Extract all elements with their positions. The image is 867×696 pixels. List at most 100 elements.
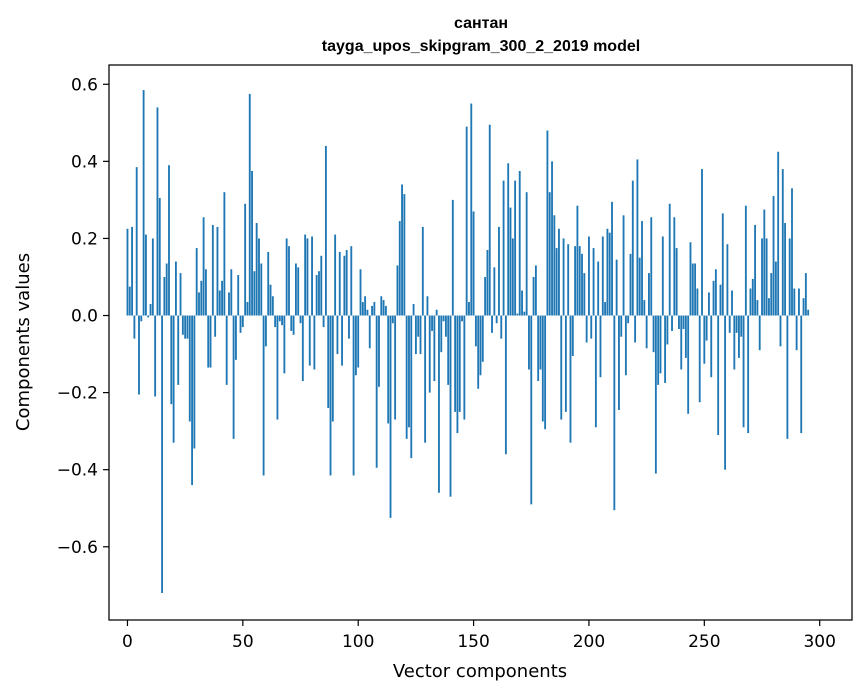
bar-component-96 [348,315,350,339]
bar-component-1 [128,286,131,316]
bar-component-37 [211,224,214,316]
bar-component-143 [456,315,459,434]
y-tick-label: 0.0 [71,307,98,327]
bar-component-283 [779,315,782,347]
bar-component-249 [701,169,703,316]
bar-component-58 [260,263,263,316]
bar-component-105 [368,315,371,349]
bar-component-56 [255,223,258,316]
bar-component-6 [140,315,143,322]
bar-component-173 [525,192,528,316]
bar-component-200 [588,236,590,316]
bar-component-40 [218,290,221,316]
bar-component-203 [594,315,597,428]
bar-component-48 [237,275,240,316]
bar-component-281 [774,261,777,316]
bar-component-34 [204,269,207,316]
bar-component-10 [149,303,152,316]
bar-component-52 [246,302,249,316]
bar-component-61 [267,251,270,316]
bar-component-291 [798,288,800,316]
bar-component-169 [516,313,519,316]
bar-component-266 [740,315,743,337]
bar-component-122 [408,315,410,428]
bar-component-29 [193,315,196,449]
bar-component-186 [555,248,558,316]
bar-component-211 [613,315,616,511]
y-axis-label: Components values [13,253,34,431]
bar-component-210 [611,201,613,316]
bar-component-182 [546,130,549,316]
bar-component-159 [493,267,496,316]
bar-component-289 [793,288,796,316]
bar-component-246 [694,263,697,316]
y-tick-label: 0.2 [71,229,98,249]
bar-component-206 [601,236,604,316]
bar-component-4 [135,167,138,316]
x-tick-label: 50 [232,632,254,652]
bar-component-43 [225,315,228,385]
bar-component-27 [188,315,191,422]
bar-component-18 [168,165,170,316]
bar-component-64 [274,315,277,328]
bar-component-219 [631,180,634,316]
bar-component-270 [749,288,752,316]
bar-component-256 [717,315,720,435]
bar-component-36 [209,315,212,368]
bar-component-138 [444,315,447,337]
bar-component-50 [241,315,244,328]
bar-component-271 [751,278,754,316]
bar-component-147 [465,126,468,316]
bar-component-71 [290,315,293,331]
bar-component-209 [608,232,611,316]
bar-component-164 [504,315,507,455]
bar-component-167 [511,238,514,316]
bar-component-179 [539,315,542,370]
bar-component-242 [684,315,687,358]
bar-component-154 [481,315,484,362]
bar-component-293 [802,298,805,316]
bar-component-53 [248,93,251,316]
bar-component-66 [278,315,281,322]
bar-component-80 [311,236,313,316]
bar-component-176 [532,276,535,316]
bar-component-81 [313,315,316,370]
bar-component-220 [634,315,637,343]
bar-component-82 [315,275,318,316]
bar-component-243 [687,315,690,414]
bar-component-87 [327,315,330,409]
bar-component-272 [754,224,757,316]
bar-component-84 [320,255,323,316]
bar-component-183 [548,192,551,316]
bar-component-86 [324,145,327,316]
bar-component-223 [641,221,643,316]
x-tick-label: 200 [573,632,605,652]
bar-component-194 [574,246,577,316]
bar-component-158 [491,315,493,333]
bar-component-148 [468,302,470,316]
bar-component-288 [791,188,793,316]
bar-component-94 [343,255,346,316]
bar-component-185 [553,215,556,316]
bar-component-110 [380,296,383,316]
bar-component-46 [232,315,235,439]
bar-component-233 [664,315,667,383]
x-tick-label: 300 [803,632,835,652]
bar-component-39 [216,226,219,316]
bar-component-295 [807,309,810,316]
bar-component-95 [345,250,348,316]
bar-component-3 [133,315,136,339]
bar-component-198 [583,273,586,316]
bar-component-108 [375,315,378,468]
bar-component-284 [781,169,784,316]
bar-component-226 [648,273,650,316]
bar-component-264 [735,315,738,333]
bar-component-168 [514,180,517,316]
bar-component-17 [165,263,168,316]
bar-component-274 [758,315,761,351]
bar-component-205 [599,315,602,378]
bar-component-41 [221,280,223,316]
bar-component-255 [714,269,717,316]
bar-component-74 [297,267,300,316]
